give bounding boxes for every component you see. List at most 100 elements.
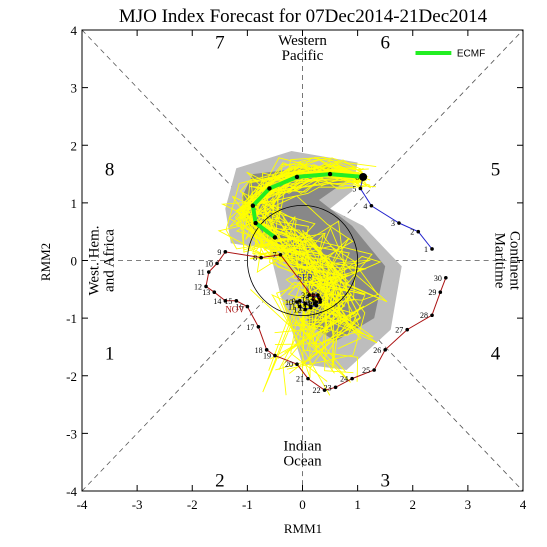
series-point bbox=[306, 376, 310, 381]
day-label: 14 bbox=[303, 300, 311, 309]
y-tick-label: -1 bbox=[66, 311, 77, 326]
series-point bbox=[206, 270, 211, 274]
day-label: 21 bbox=[296, 375, 304, 384]
ensemble-member-line bbox=[217, 157, 377, 370]
day-label: 23 bbox=[324, 383, 332, 392]
day-label: 28 bbox=[420, 311, 428, 320]
day-label: 5 bbox=[312, 296, 316, 305]
day-label: 27 bbox=[395, 326, 403, 335]
series-point bbox=[327, 171, 333, 177]
day-label: 9 bbox=[217, 248, 221, 257]
series-point bbox=[444, 275, 448, 280]
day-label: 3 bbox=[301, 291, 305, 300]
day-label: 13 bbox=[202, 288, 210, 297]
ensemble-member-line bbox=[243, 186, 353, 367]
day-label: 11 bbox=[288, 303, 296, 312]
x-tick-label: 3 bbox=[465, 497, 472, 512]
day-label: 8 bbox=[297, 300, 301, 309]
y-tick-label: -3 bbox=[66, 426, 77, 441]
region-label-top: Western bbox=[278, 33, 327, 49]
phase-number: 3 bbox=[380, 470, 390, 491]
ensemble-member-line bbox=[262, 163, 373, 357]
series-point bbox=[308, 305, 313, 310]
day-label: 15 bbox=[302, 296, 310, 305]
day-label: 12 bbox=[194, 282, 202, 291]
day-label: 5 bbox=[352, 184, 356, 193]
series-point bbox=[318, 297, 322, 302]
series-point bbox=[234, 299, 239, 303]
series-point bbox=[264, 348, 269, 352]
series-point bbox=[295, 362, 299, 367]
x-tick-label: -2 bbox=[187, 497, 198, 512]
phase-number: 2 bbox=[215, 470, 225, 491]
day-label: 25 bbox=[362, 366, 370, 375]
region-label-left: and Africa bbox=[102, 229, 118, 292]
ensemble-member-line bbox=[236, 171, 360, 374]
day-label: 26 bbox=[373, 346, 381, 355]
ensemble-member-line bbox=[236, 166, 354, 383]
x-tick-label: -4 bbox=[77, 497, 88, 512]
y-tick-label: 4 bbox=[71, 23, 78, 38]
region-label-bottom: Indian bbox=[283, 439, 322, 455]
phase-number: 8 bbox=[105, 159, 115, 180]
sep-label: SEP bbox=[297, 273, 313, 283]
series-point bbox=[204, 284, 208, 289]
series-point bbox=[223, 250, 228, 254]
day-label: 14 bbox=[213, 297, 221, 306]
nov-label: NOV bbox=[225, 304, 245, 314]
day-label: 9 bbox=[292, 297, 296, 306]
region-label-right: Maritime bbox=[491, 233, 507, 289]
day-label: 13 bbox=[299, 304, 307, 313]
y-tick-label: -2 bbox=[66, 369, 77, 384]
day-label: 24 bbox=[340, 375, 348, 384]
day-label: 3 bbox=[391, 219, 395, 228]
y-tick-label: 0 bbox=[71, 254, 78, 269]
ensemble-member-line bbox=[225, 165, 388, 303]
day-label: 7 bbox=[272, 251, 276, 260]
day-label: 10 bbox=[205, 259, 213, 268]
y-axis-label: RMM2 bbox=[38, 243, 53, 281]
series-point bbox=[369, 203, 374, 208]
day-label: 2 bbox=[410, 228, 414, 237]
day-label: 15 bbox=[224, 297, 232, 306]
series-point bbox=[250, 203, 256, 208]
day-label: 1 bbox=[424, 245, 428, 254]
day-label: 18 bbox=[255, 346, 263, 355]
series-point bbox=[245, 304, 250, 309]
series-point bbox=[314, 300, 319, 304]
day-label: 20 bbox=[285, 360, 293, 369]
region-label-right: Continent bbox=[506, 231, 522, 291]
day-label: 7 bbox=[303, 303, 307, 312]
x-tick-label: 2 bbox=[410, 497, 417, 512]
ensemble-member-line bbox=[261, 157, 379, 341]
series-point bbox=[383, 348, 387, 352]
day-label: 16 bbox=[235, 303, 243, 312]
x-tick-label: 1 bbox=[354, 497, 361, 512]
phase-number: 4 bbox=[491, 344, 501, 365]
series-point bbox=[278, 252, 283, 257]
day-label: 4 bbox=[363, 202, 367, 211]
series-point bbox=[253, 220, 258, 226]
phase-number: 5 bbox=[491, 159, 501, 180]
x-tick-label: 4 bbox=[520, 497, 527, 512]
series-point bbox=[316, 293, 320, 297]
x-axis-label: RMM1 bbox=[284, 521, 322, 536]
day-label: 6 bbox=[308, 298, 312, 307]
region-label-top: Pacific bbox=[282, 48, 324, 64]
phase-divider-3-4 bbox=[341, 300, 524, 492]
series-line bbox=[359, 176, 433, 250]
series-point bbox=[215, 261, 219, 266]
phase-divider-1-2 bbox=[81, 300, 264, 492]
series-point bbox=[372, 368, 376, 372]
series-point bbox=[267, 186, 272, 191]
day-label: 29 bbox=[428, 288, 436, 297]
series-point bbox=[303, 307, 308, 312]
region-label-bottom: Ocean bbox=[283, 454, 322, 470]
y-tick-label: 1 bbox=[71, 196, 78, 211]
x-tick-label: -3 bbox=[132, 497, 143, 512]
series-point bbox=[333, 385, 338, 390]
day-label: 22 bbox=[313, 386, 321, 395]
series-point bbox=[303, 301, 308, 306]
series-point bbox=[297, 304, 302, 309]
